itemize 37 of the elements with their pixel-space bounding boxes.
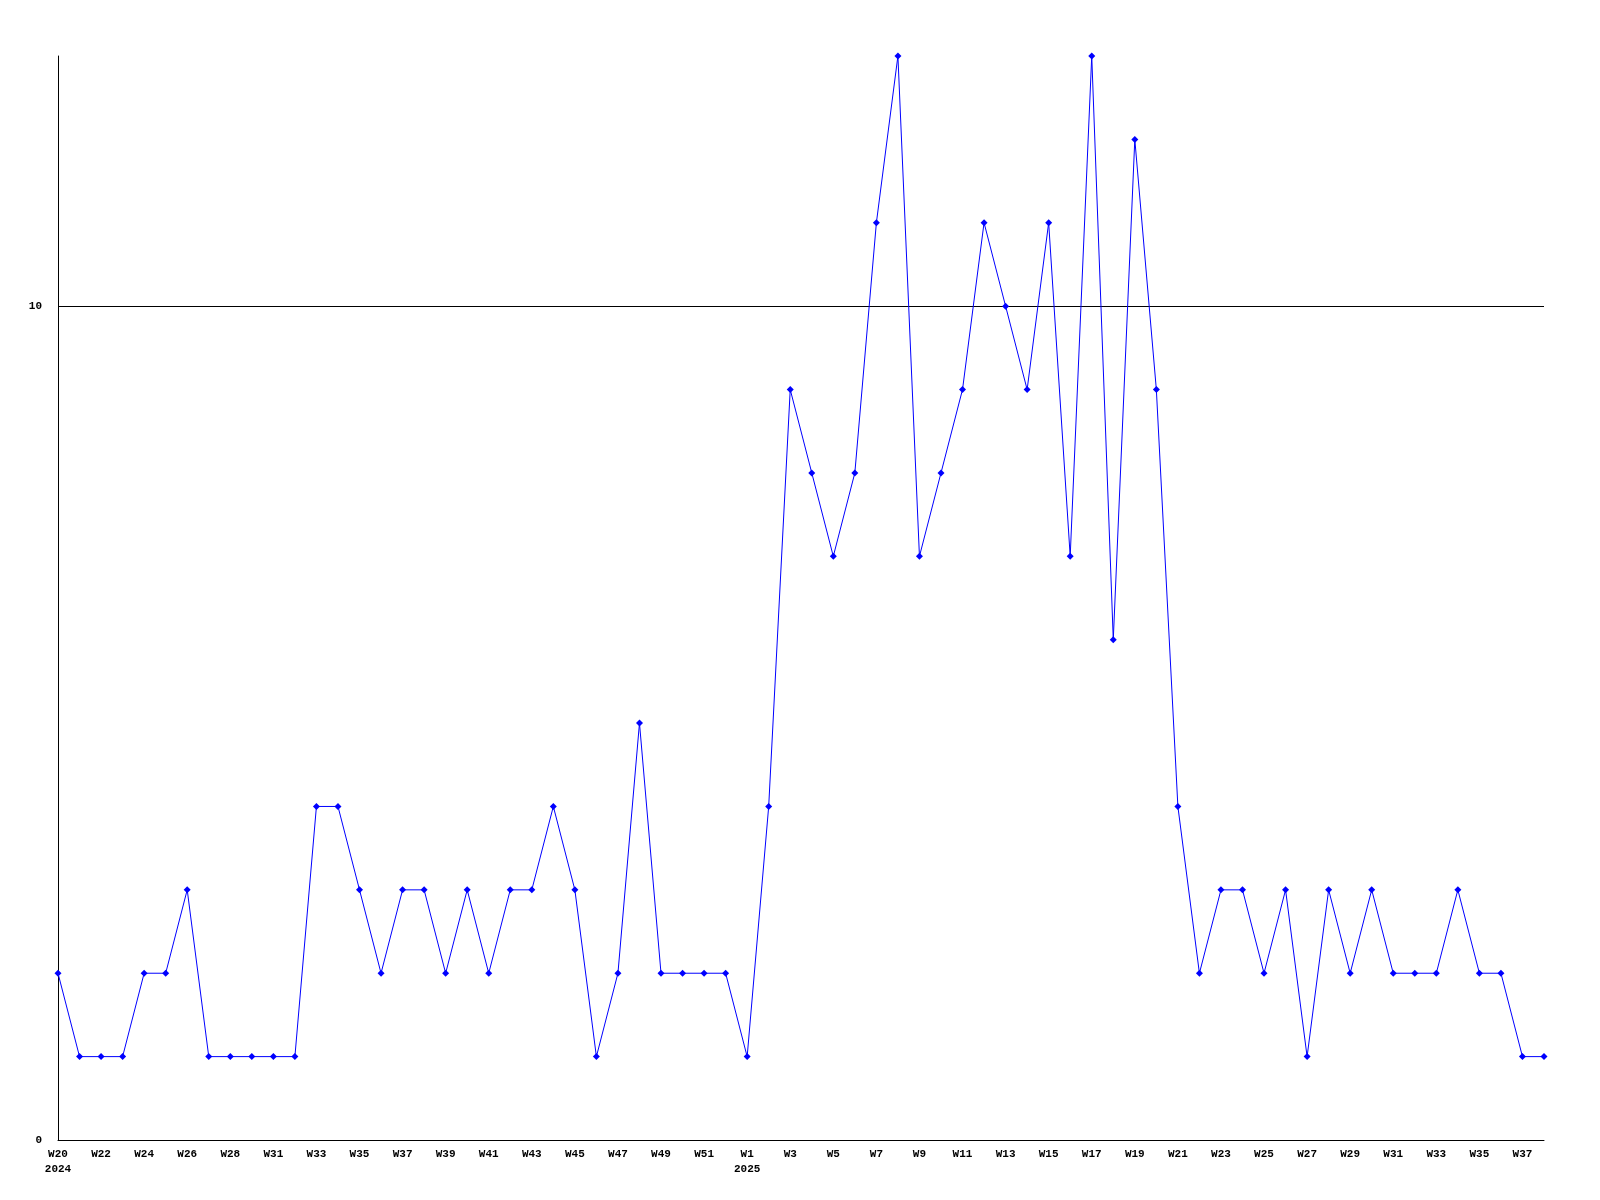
x-tick-label: W15 [1038,1147,1059,1160]
x-tick-label: W31 [263,1147,284,1160]
x-tick-label: W17 [1081,1147,1102,1160]
x-tick-label: W19 [1124,1147,1145,1160]
x-tick-label: W11 [952,1147,973,1160]
x-tick-label: W9 [912,1147,927,1160]
x-tick-label: W31 [1383,1147,1404,1160]
x-tick-label: W1 2025 [733,1147,761,1175]
x-tick-label: W39 [435,1147,456,1160]
x-tick-label: W25 [1254,1147,1275,1160]
x-tick-label: W24 [134,1147,155,1160]
x-tick-label: W27 [1297,1147,1318,1160]
x-tick-label: W49 [651,1147,671,1160]
x-tick-label: W3 [783,1147,798,1160]
x-tick-label: W35 [1469,1147,1490,1160]
x-tick-label: W35 [349,1147,370,1160]
x-tick-label: W33 [1426,1147,1447,1160]
x-tick-label: W22 [91,1147,111,1160]
x-tick-label: W5 [826,1147,841,1160]
x-tick-label: W41 [478,1147,500,1160]
x-tick-label: W45 [564,1147,586,1160]
x-tick-label: W43 [521,1147,543,1160]
x-tick-label: W29 [1340,1147,1361,1160]
x-tick-label: W23 [1211,1147,1232,1160]
y-tick-label: 10 [28,300,42,313]
x-tick-label: W26 [177,1147,198,1160]
x-tick-label: W37 [392,1147,413,1160]
x-tick-label: W7 [869,1147,883,1160]
x-tick-label: W51 [694,1147,715,1160]
x-tick-label: W33 [306,1147,327,1160]
x-tick-label: W21 [1167,1147,1189,1160]
x-tick-label: W28 [220,1147,241,1160]
x-tick-label: W37 [1512,1147,1533,1160]
y-tick-label: 0 [35,1134,42,1146]
x-tick-label: W47 [608,1147,628,1160]
x-tick-label: W13 [995,1147,1016,1160]
x-tick-label: W20 2024 [44,1147,72,1175]
